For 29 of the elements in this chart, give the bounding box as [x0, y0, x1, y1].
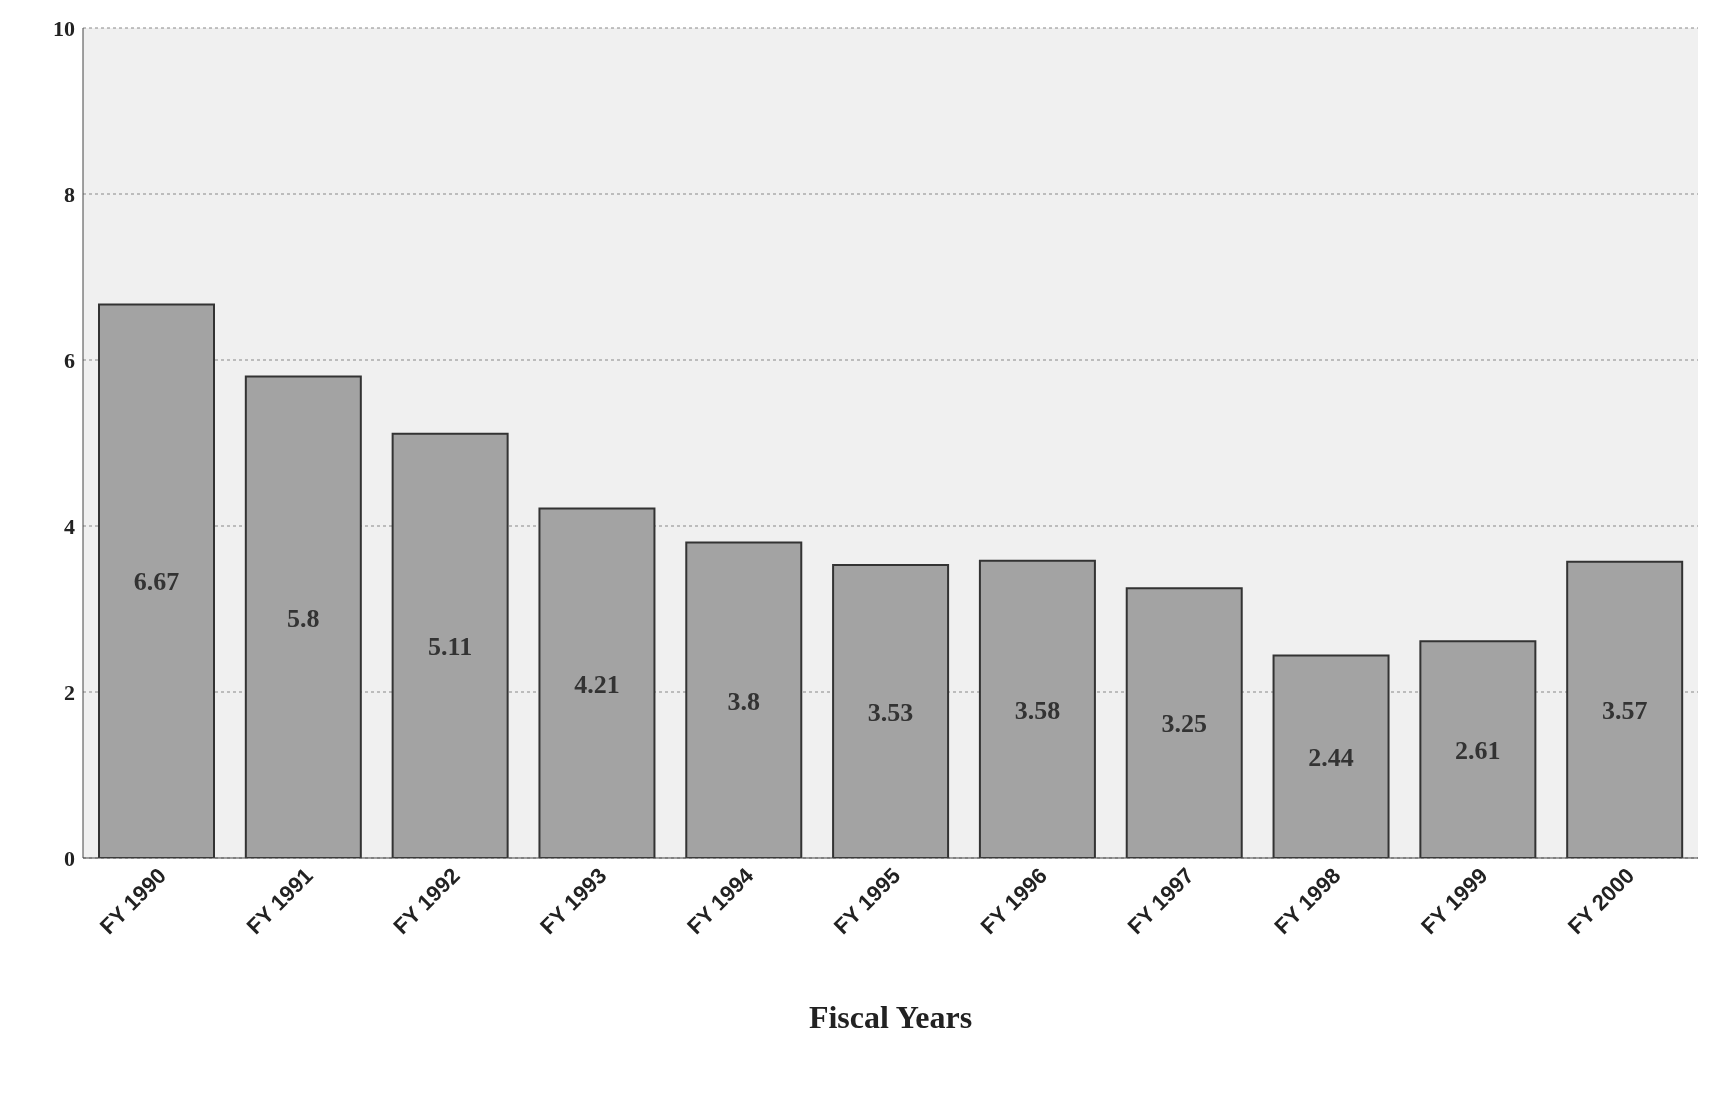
- bar: [98, 303, 215, 858]
- data-label: 3.57: [1601, 696, 1648, 726]
- bar: [1125, 587, 1243, 858]
- data-label: 2.61: [1455, 735, 1501, 765]
- data-label: 3.58: [1014, 695, 1061, 725]
- y-tick-label: 6: [64, 347, 75, 373]
- bar: [1419, 640, 1537, 858]
- bar: [391, 432, 509, 858]
- y-tick-label: 2: [64, 679, 75, 705]
- data-label: 6.67: [133, 567, 180, 597]
- data-label: 2.44: [1308, 742, 1354, 772]
- bar: [244, 375, 362, 858]
- data-label: 5.11: [428, 632, 473, 662]
- x-axis-title: Fiscal Years: [808, 999, 973, 1035]
- y-tick-label: 0: [64, 845, 75, 871]
- y-tick-label: 10: [53, 15, 75, 41]
- data-label: 5.8: [287, 603, 320, 633]
- bar: [832, 564, 950, 858]
- bar: [685, 541, 803, 858]
- data-label: 3.53: [867, 697, 914, 727]
- data-label: 3.25: [1161, 709, 1207, 739]
- data-label: 4.21: [574, 669, 620, 699]
- bar: [538, 507, 656, 858]
- data-label: 3.8: [727, 686, 761, 716]
- y-tick-label: 8: [64, 181, 75, 207]
- bar: [1566, 560, 1684, 858]
- bar: [1272, 654, 1390, 858]
- y-tick-label: 4: [64, 513, 75, 539]
- bar: [978, 559, 1096, 858]
